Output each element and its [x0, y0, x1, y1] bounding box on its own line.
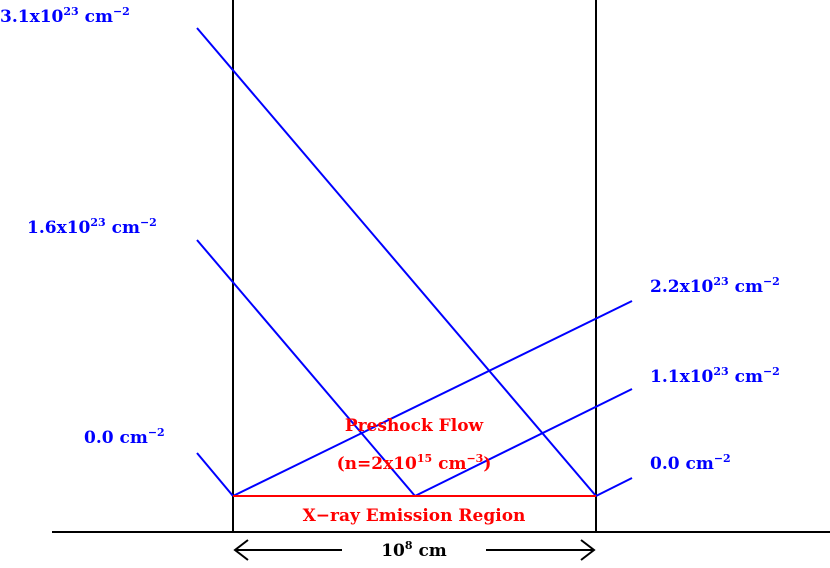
- right-label-bottom: 0.0 cm−2: [650, 452, 731, 474]
- ray-left-middle: [196, 239, 416, 497]
- ray-left-top: [196, 27, 597, 497]
- preshock-density: (n=2x1015 cm−3): [337, 452, 492, 474]
- scale-arrowhead-left: [233, 539, 249, 561]
- ray-right-bottom: [595, 477, 633, 497]
- right-label-middle: 1.1x1023 cm−2: [650, 365, 780, 387]
- left-label-middle: 1.6x1023 cm−2: [27, 216, 157, 238]
- right-label-top: 2.2x1023 cm−2: [650, 275, 780, 297]
- left-label-bottom: 0.0 cm−2: [84, 426, 165, 448]
- ray-left-bottom: [196, 452, 234, 497]
- ray-right-top: [232, 300, 633, 497]
- scale-arrowhead-right: [580, 539, 596, 561]
- preshock-title: Preshock Flow: [345, 416, 484, 436]
- scale-label: 108 cm: [381, 539, 447, 561]
- emission-region-label: X−ray Emission Region: [303, 506, 526, 526]
- scale-arrow: [233, 539, 596, 561]
- ray-right-middle: [414, 388, 633, 497]
- left-label-top: 3.1x1023 cm−2: [0, 5, 130, 27]
- frame: [52, 0, 830, 533]
- sight-lines: [196, 27, 633, 497]
